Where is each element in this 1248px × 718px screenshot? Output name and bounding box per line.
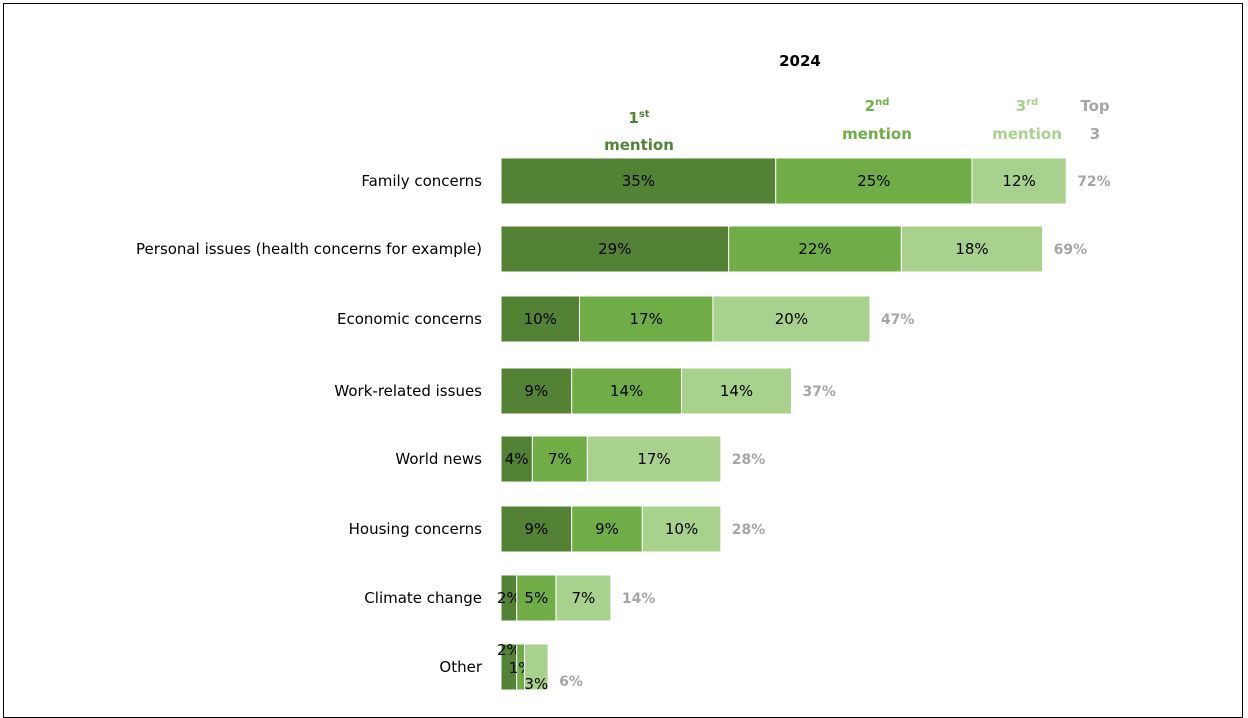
bar-segment-mention-1 bbox=[500, 505, 573, 553]
bar-segment-mention-3 bbox=[712, 295, 871, 343]
total-label: 28% bbox=[732, 522, 766, 538]
total-label: 47% bbox=[881, 312, 915, 328]
value-label-mention-1: 35% bbox=[622, 172, 655, 190]
value-label-mention-3: 20% bbox=[775, 310, 808, 328]
bar-segment-mention-1 bbox=[500, 295, 580, 343]
stacked-bar-chart: 2024 1stmention2ndmention3rdmentionTop3 … bbox=[136, 52, 1111, 693]
bar-segment-mention-3 bbox=[524, 643, 549, 691]
value-label-mention-3: 10% bbox=[665, 520, 698, 538]
total-label: 69% bbox=[1054, 242, 1088, 258]
category-label: Housing concerns bbox=[349, 520, 483, 538]
column-header-1-number: 1 bbox=[628, 109, 638, 127]
value-label-mention-3: 7% bbox=[572, 589, 596, 607]
chart-row: Work-related issues 9% 14% 14% 37% bbox=[334, 367, 836, 415]
value-label-mention-2: 9% bbox=[595, 520, 619, 538]
chart-rows: Family concerns 35% 25% 12% 72% Personal issu… bbox=[136, 157, 1111, 693]
total-label: 72% bbox=[1077, 174, 1111, 190]
total-label: 14% bbox=[622, 591, 656, 607]
value-label-mention-3: 18% bbox=[955, 240, 988, 258]
bar-segment-mention-3 bbox=[900, 225, 1044, 273]
bar-segment-mention-2 bbox=[531, 435, 588, 483]
category-label: Climate change bbox=[364, 589, 482, 607]
value-label-mention-2: 17% bbox=[630, 310, 663, 328]
chart-row: Personal issues (health concerns for exa… bbox=[136, 225, 1088, 273]
category-label: Personal issues (health concerns for exa… bbox=[136, 240, 482, 258]
value-label-mention-1: 9% bbox=[524, 520, 548, 538]
chart-row: World news 4% 7% 17% 28% bbox=[395, 435, 766, 483]
value-label-mention-1: 4% bbox=[505, 450, 529, 468]
category-label: Economic concerns bbox=[337, 310, 482, 328]
value-label-mention-3: 3% bbox=[524, 675, 548, 693]
category-label: Family concerns bbox=[361, 172, 482, 190]
category-label: Other bbox=[439, 658, 482, 676]
bar-segment-mention-1 bbox=[500, 157, 777, 205]
value-label-mention-3: 14% bbox=[720, 382, 753, 400]
bar-segment-mention-1 bbox=[500, 225, 730, 273]
chart-row: Housing concerns 9% 9% 10% 28% bbox=[349, 505, 766, 553]
value-label-mention-2: 7% bbox=[548, 450, 572, 468]
bar-segment-mention-3 bbox=[555, 574, 612, 622]
category-label: Work-related issues bbox=[334, 382, 482, 400]
value-label-mention-2: 14% bbox=[610, 382, 643, 400]
column-header-1-word: mention bbox=[604, 136, 674, 154]
chart-row: Economic concerns 10% 17% 20% 47% bbox=[337, 295, 915, 343]
column-header-2-number: 2 bbox=[865, 97, 875, 115]
value-label-mention-1: 2% bbox=[497, 641, 521, 659]
value-label-mention-2: 5% bbox=[524, 589, 548, 607]
column-header-2-ordinal: 2nd bbox=[865, 97, 890, 115]
chart-frame: 2024 1st mention 2nd mention 3rd mention Top 3 … bbox=[3, 3, 1243, 718]
bar-segment-mention-1 bbox=[500, 435, 533, 483]
bar-segment-mention-2 bbox=[775, 157, 973, 205]
chart-title: 2024 bbox=[779, 52, 821, 70]
value-label-mention-1: 29% bbox=[598, 240, 631, 258]
value-label-mention-3: 12% bbox=[1002, 172, 1035, 190]
bar-segment-mention-2 bbox=[579, 295, 714, 343]
column-header-3-word: mention bbox=[992, 125, 1062, 143]
total-label: 37% bbox=[802, 384, 836, 400]
column-header-3-suffix: rd bbox=[1026, 97, 1038, 108]
column-header-1-suffix: st bbox=[639, 109, 650, 120]
bar-segment-mention-3 bbox=[971, 157, 1067, 205]
column-header-top3-line1: Top bbox=[1080, 97, 1110, 115]
column-header-2-word: mention bbox=[842, 125, 912, 143]
bar-segment-mention-2 bbox=[571, 505, 643, 553]
total-label: 6% bbox=[559, 674, 583, 690]
bar-segment-mention-3 bbox=[641, 505, 722, 553]
column-header-top3-line2: 3 bbox=[1090, 125, 1100, 143]
column-header-3-number: 3 bbox=[1016, 97, 1026, 115]
value-label-mention-1: 9% bbox=[524, 382, 548, 400]
column-header-2-suffix: nd bbox=[875, 97, 889, 108]
chart-row: Family concerns 35% 25% 12% 72% bbox=[361, 157, 1111, 205]
column-header-1-ordinal: 1st bbox=[628, 109, 649, 127]
value-label-mention-1: 10% bbox=[524, 310, 557, 328]
bar-segment-mention-2 bbox=[728, 225, 902, 273]
category-label: World news bbox=[395, 450, 482, 468]
total-label: 28% bbox=[732, 452, 766, 468]
chart-row: Climate change 2% 5% 7% 14% bbox=[364, 574, 656, 622]
column-header-3-ordinal: 3rd bbox=[1016, 97, 1039, 115]
value-label-mention-3: 17% bbox=[637, 450, 670, 468]
bar-segment-mention-2 bbox=[516, 574, 557, 622]
value-label-mention-2: 22% bbox=[798, 240, 831, 258]
bar-segment-mention-3 bbox=[681, 367, 792, 415]
bar-segment-mention-1 bbox=[500, 367, 573, 415]
value-label-mention-2: 25% bbox=[857, 172, 890, 190]
value-label-mention-1: 2% bbox=[497, 589, 521, 607]
bar-segment-mention-3 bbox=[586, 435, 722, 483]
